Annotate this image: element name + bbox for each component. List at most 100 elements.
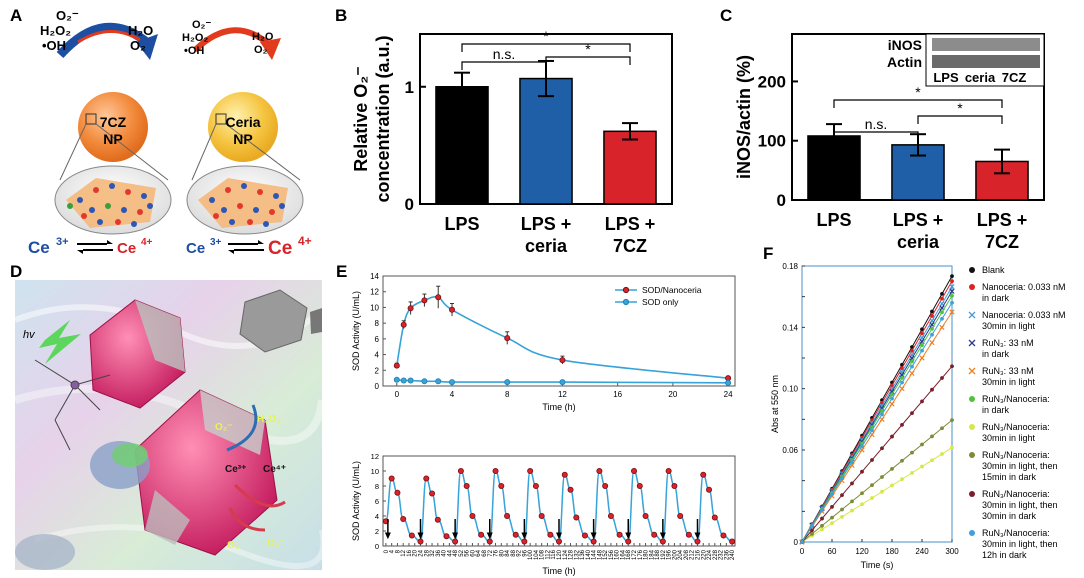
panel-label-b: B <box>335 6 348 25</box>
data-point <box>860 469 864 474</box>
legend-label: 30min in light <box>982 433 1036 443</box>
a-left-top2: H₂O₂ <box>40 23 71 38</box>
data-point <box>940 296 944 301</box>
y-axis-label: SOD Activity (U/mL) <box>351 461 361 541</box>
data-point <box>547 531 554 538</box>
data-point <box>504 335 511 342</box>
a-right-np2: NP <box>233 131 252 147</box>
x-tick-label: 108 <box>540 549 546 560</box>
a-left-top1: O₂⁻ <box>56 8 79 23</box>
data-point <box>840 514 844 519</box>
data-point <box>820 516 824 521</box>
legend-marker <box>969 424 975 430</box>
data-point <box>820 527 824 532</box>
data-point <box>880 475 884 479</box>
y-tick-label: 6 <box>375 335 380 344</box>
x-tick-label: 136 <box>580 549 586 560</box>
data-point <box>899 386 905 392</box>
x-tick-label: 192 <box>661 549 667 560</box>
data-point <box>840 493 844 498</box>
y-axis-label: concentration (a.u.) <box>373 35 393 202</box>
bar-2 <box>603 130 657 205</box>
legend-label: SOD/Nanoceria <box>642 285 702 295</box>
x-tick-label: 180 <box>644 549 650 560</box>
blot-row-label: Actin <box>887 54 922 70</box>
category-label: LPS + <box>977 210 1028 230</box>
fit-line-5 <box>801 295 953 543</box>
y-tick-label: 4 <box>375 512 379 521</box>
x-tick-label: 60 <box>828 547 837 556</box>
data-point <box>930 387 934 392</box>
significance-bracket <box>833 99 1003 108</box>
data-point <box>559 379 566 386</box>
significance-label: * <box>957 100 963 116</box>
x-tick-label: 60 <box>470 549 476 556</box>
data-point <box>950 300 954 305</box>
data-point <box>830 521 834 526</box>
x-tick-label: 168 <box>626 549 632 560</box>
x-tick-label: 180 <box>885 547 899 556</box>
d-o2: O₂ <box>227 540 239 551</box>
legend-label: 30min in light, then <box>982 539 1058 549</box>
x-tick-label: 12 <box>558 390 567 399</box>
protein-corner <box>15 534 75 570</box>
category-label: LPS + <box>893 210 944 230</box>
svg-text:4+: 4+ <box>141 237 153 248</box>
y-tick-label: 10 <box>370 303 379 312</box>
data-point <box>920 343 924 348</box>
data-point <box>840 476 844 481</box>
data-point <box>920 399 924 404</box>
bar-0 <box>807 135 861 201</box>
x-tick-label: 20 <box>413 549 419 556</box>
data-point <box>393 362 400 369</box>
y-tick-label: 0.18 <box>782 262 798 271</box>
y-axis-label: Abs at 550 nm <box>770 375 780 433</box>
data-point <box>820 523 824 528</box>
a-left-top3: •OH <box>42 38 66 53</box>
data-point <box>400 321 407 328</box>
x-tick-label: 148 <box>597 549 603 560</box>
redox-left: Ce 3+ Ce 4+ <box>28 236 153 257</box>
x-tick-label: 104 <box>534 549 540 560</box>
data-point <box>469 513 476 520</box>
legend-label: Nanoceria: 0.033 nM <box>982 310 1066 320</box>
x-tick-label: 164 <box>620 549 626 560</box>
atoms-right <box>209 183 285 227</box>
data-point <box>394 489 401 496</box>
category-label: 7CZ <box>613 236 647 256</box>
legend-marker <box>969 491 975 497</box>
data-point <box>909 370 915 376</box>
x-tick-label: 232 <box>719 549 725 560</box>
a-left-np1: 7CZ <box>100 114 127 130</box>
x-tick-label: 200 <box>672 549 678 560</box>
data-point <box>457 468 464 475</box>
x-tick-label: 36 <box>436 549 442 556</box>
legend-marker <box>968 367 976 375</box>
data-point <box>685 531 692 538</box>
x-tick-label: 160 <box>615 549 621 560</box>
d-ce4: Ce⁴⁺ <box>263 464 286 475</box>
data-point <box>940 316 944 321</box>
data-point <box>607 513 614 520</box>
y-tick-label: 8 <box>375 482 379 491</box>
x-tick-label: 28 <box>424 549 430 556</box>
data-point <box>910 411 914 416</box>
data-point <box>890 396 894 401</box>
d-o2minus2: O₂⁻ <box>267 538 285 549</box>
x-tick-label: 132 <box>574 549 580 560</box>
y-tick-label: 12 <box>371 452 379 461</box>
data-point <box>950 274 954 279</box>
data-point <box>880 446 884 451</box>
legend-label: RuN₃/Nanoceria: <box>982 489 1050 499</box>
category-label: 7CZ <box>985 232 1019 252</box>
data-point <box>930 314 934 318</box>
y-tick-label: 0 <box>375 382 380 391</box>
np-7cz-sphere <box>78 92 148 162</box>
lightning-icon <box>39 320 81 364</box>
data-point <box>910 450 914 455</box>
x-tick-label: 220 <box>701 549 707 560</box>
x-tick-label: 16 <box>407 549 413 556</box>
data-point <box>870 483 874 488</box>
data-point <box>581 532 588 539</box>
